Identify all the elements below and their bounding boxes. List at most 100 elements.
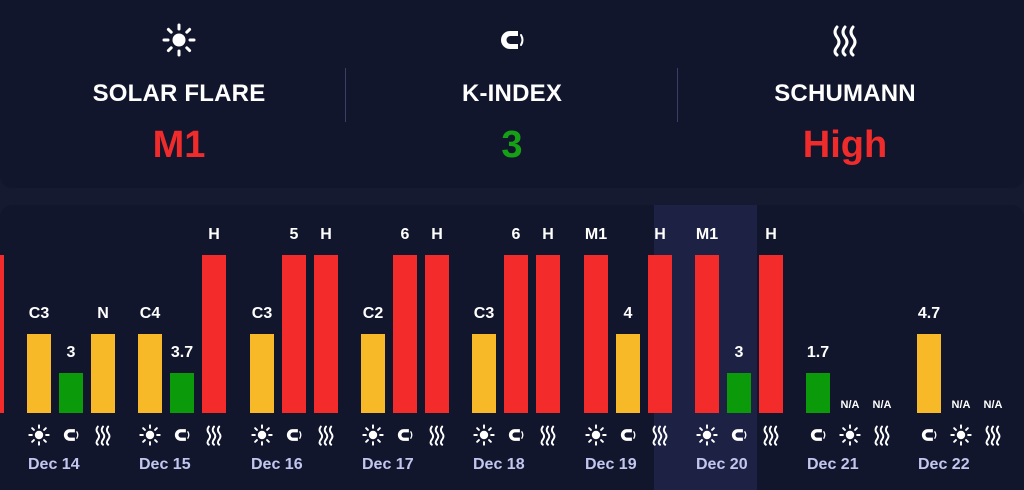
- k-index-label: K-INDEX: [461, 80, 563, 107]
- sun-icon: [27, 423, 51, 447]
- date-label[interactable]: Dec 21: [807, 456, 859, 473]
- schumann-summary[interactable]: SCHUMANN High: [674, 0, 1016, 188]
- magnet-icon: [504, 423, 528, 447]
- bar-value-label: 4.7: [917, 305, 941, 322]
- magnet-icon: [806, 423, 830, 447]
- wave-icon: [674, 24, 1016, 57]
- bar-solar-flare[interactable]: [138, 334, 162, 413]
- date-label[interactable]: Dec 16: [251, 456, 303, 473]
- bar-solar-flare[interactable]: [695, 255, 719, 413]
- sun-icon: [838, 423, 862, 447]
- bar-value-label: 3.7: [170, 344, 194, 361]
- bar-k-index[interactable]: [59, 373, 83, 413]
- magnet-icon: [59, 423, 83, 447]
- date-label[interactable]: Dec 14: [28, 456, 80, 473]
- bar-solar-flare[interactable]: [472, 334, 496, 413]
- bar-value-label: 6: [400, 226, 410, 243]
- bar-value-label: 3: [66, 344, 76, 361]
- wave-icon: [425, 423, 449, 447]
- schumann-value: High: [802, 124, 888, 166]
- wave-icon: [870, 423, 894, 447]
- wave-icon: [202, 423, 226, 447]
- bar-k-index[interactable]: [504, 255, 528, 413]
- wave-icon: [759, 423, 783, 447]
- bar-value-label: 3: [734, 344, 744, 361]
- partial-bar: [0, 255, 4, 413]
- bar-value-label: 1.7: [806, 344, 830, 361]
- solar-flare-summary[interactable]: SOLAR FLARE M1: [8, 0, 350, 188]
- magnet-icon: [616, 423, 640, 447]
- bar-k-index[interactable]: [917, 334, 941, 413]
- sun-icon: [472, 423, 496, 447]
- bar-value-label: 5: [289, 226, 299, 243]
- bar-solar-flare[interactable]: [361, 334, 385, 413]
- bar-schumann[interactable]: [314, 255, 338, 413]
- date-label[interactable]: Dec 19: [585, 456, 637, 473]
- bar-value-label: H: [542, 226, 554, 243]
- bar-value-label: H: [208, 226, 220, 243]
- bar-value-label: N/A: [840, 399, 860, 411]
- sun-icon: [138, 423, 162, 447]
- wave-icon: [91, 423, 115, 447]
- bar-k-index[interactable]: [616, 334, 640, 413]
- magnet-icon: [341, 24, 683, 56]
- bar-solar-flare[interactable]: [27, 334, 51, 413]
- k-index-summary[interactable]: K-INDEX 3: [341, 0, 683, 188]
- bar-value-label: N/A: [983, 399, 1003, 411]
- date-label[interactable]: Dec 20: [696, 456, 748, 473]
- magnet-icon: [917, 423, 941, 447]
- date-label[interactable]: Dec 17: [362, 456, 414, 473]
- bar-schumann[interactable]: [648, 255, 672, 413]
- bar-value-label: 6: [511, 226, 521, 243]
- wave-icon: [314, 423, 338, 447]
- magnet-icon: [393, 423, 417, 447]
- summary-panel: SOLAR FLARE M1 K-INDEX 3 SCHUMANN High: [0, 0, 1024, 188]
- bar-value-label: H: [431, 226, 443, 243]
- bar-value-label: C2: [362, 305, 384, 322]
- wave-icon: [536, 423, 560, 447]
- bar-schumann[interactable]: [202, 255, 226, 413]
- bar-value-label: C3: [473, 305, 495, 322]
- sun-icon: [250, 423, 274, 447]
- date-label[interactable]: Dec 18: [473, 456, 525, 473]
- sun-icon: [361, 423, 385, 447]
- sun-icon: [949, 423, 973, 447]
- bar-value-label: M1: [584, 226, 608, 243]
- date-label[interactable]: Dec 15: [139, 456, 191, 473]
- bar-value-label: H: [654, 226, 666, 243]
- solar-flare-value: M1: [152, 124, 206, 166]
- bar-value-label: H: [765, 226, 777, 243]
- sun-icon: [695, 423, 719, 447]
- separator: [345, 68, 346, 122]
- bar-value-label: C4: [139, 305, 161, 322]
- bar-k-index[interactable]: [282, 255, 306, 413]
- solar-flare-label: SOLAR FLARE: [92, 80, 266, 107]
- bar-k-index[interactable]: [393, 255, 417, 413]
- bar-value-label: N: [97, 305, 109, 322]
- magnet-icon: [727, 423, 751, 447]
- bar-schumann[interactable]: [536, 255, 560, 413]
- bar-schumann[interactable]: [91, 334, 115, 413]
- bar-solar-flare[interactable]: [250, 334, 274, 413]
- bar-schumann[interactable]: [759, 255, 783, 413]
- bar-k-index[interactable]: [727, 373, 751, 413]
- magnet-icon: [282, 423, 306, 447]
- sun-icon: [8, 23, 350, 57]
- separator: [677, 68, 678, 122]
- bar-schumann[interactable]: [425, 255, 449, 413]
- bar-k-index[interactable]: [806, 373, 830, 413]
- wave-icon: [981, 423, 1005, 447]
- date-label[interactable]: Dec 22: [918, 456, 970, 473]
- wave-icon: [648, 423, 672, 447]
- sun-icon: [584, 423, 608, 447]
- schumann-label: SCHUMANN: [774, 80, 916, 107]
- forecast-chart: C3 3 N Dec 14 C4 3.7 H Dec 15 C3 5 H Dec 16 C2 6 H Dec …: [0, 205, 1024, 490]
- bar-solar-flare[interactable]: [584, 255, 608, 413]
- bar-value-label: N/A: [872, 399, 892, 411]
- bar-value-label: H: [320, 226, 332, 243]
- bar-value-label: C3: [251, 305, 273, 322]
- k-index-value: 3: [501, 124, 523, 166]
- bar-k-index[interactable]: [170, 373, 194, 413]
- bar-value-label: M1: [695, 226, 719, 243]
- bar-value-label: C3: [28, 305, 50, 322]
